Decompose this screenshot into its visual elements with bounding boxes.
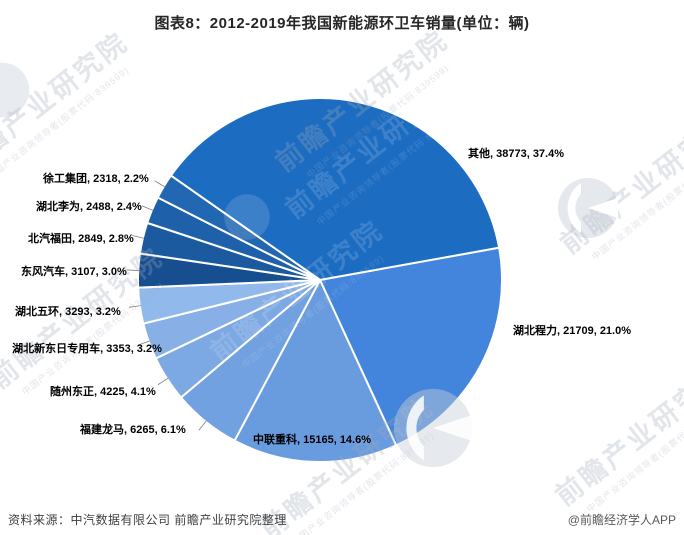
leader-line-10 xyxy=(154,180,166,188)
slice-label-hubeixindongri: 湖北新东日专用车, 3353, 3.2% xyxy=(12,343,162,355)
slice-label-xugongjituan: 徐工集团, 2318, 2.2% xyxy=(43,173,149,185)
leader-line-5 xyxy=(138,340,150,346)
slice-label-fujianlongma: 福建龙马, 6265, 6.1% xyxy=(80,424,186,436)
leader-line-4 xyxy=(157,377,169,386)
pie-slice-2 xyxy=(233,279,398,463)
credit-note: @前瞻经济学人APP xyxy=(567,513,676,527)
source-note: 资料来源：中汽数据有限公司 前瞻产业研究院整理 xyxy=(8,513,287,527)
slice-label-hubeiliwei: 湖北李为, 2488, 2.4% xyxy=(36,201,142,213)
slice-label-dongfengqiche: 东风汽车, 3107, 3.0% xyxy=(21,266,127,278)
chart-title: 图表8：2012-2019年我国新能源环卫车销量(单位：辆) xyxy=(154,15,530,32)
leader-line-7 xyxy=(127,269,140,271)
leader-line-8 xyxy=(132,235,144,239)
slice-label-beiqifutian: 北汽福田, 2849, 2.8% xyxy=(28,233,134,245)
slice-label-hubeichengli: 湖北程力, 21709, 21.0% xyxy=(513,325,632,337)
leader-line-6 xyxy=(128,305,141,308)
footer: 资料来源：中汽数据有限公司 前瞻产业研究院整理 @前瞻经济学人APP xyxy=(0,505,684,535)
slice-label-hubeiwuhuan: 湖北五环, 3293, 3.2% xyxy=(15,306,121,318)
slice-label-zhonglianzhongke: 中联重科, 15165, 14.6% xyxy=(253,434,372,446)
leader-line-3 xyxy=(198,420,207,431)
slice-label-suizhoudongzheng: 随州东正, 4225, 4.1% xyxy=(50,386,156,398)
leader-line-9 xyxy=(141,205,154,211)
slice-label-qita: 其他, 38773, 37.4% xyxy=(468,148,565,160)
pie-slice-0 xyxy=(169,96,501,281)
